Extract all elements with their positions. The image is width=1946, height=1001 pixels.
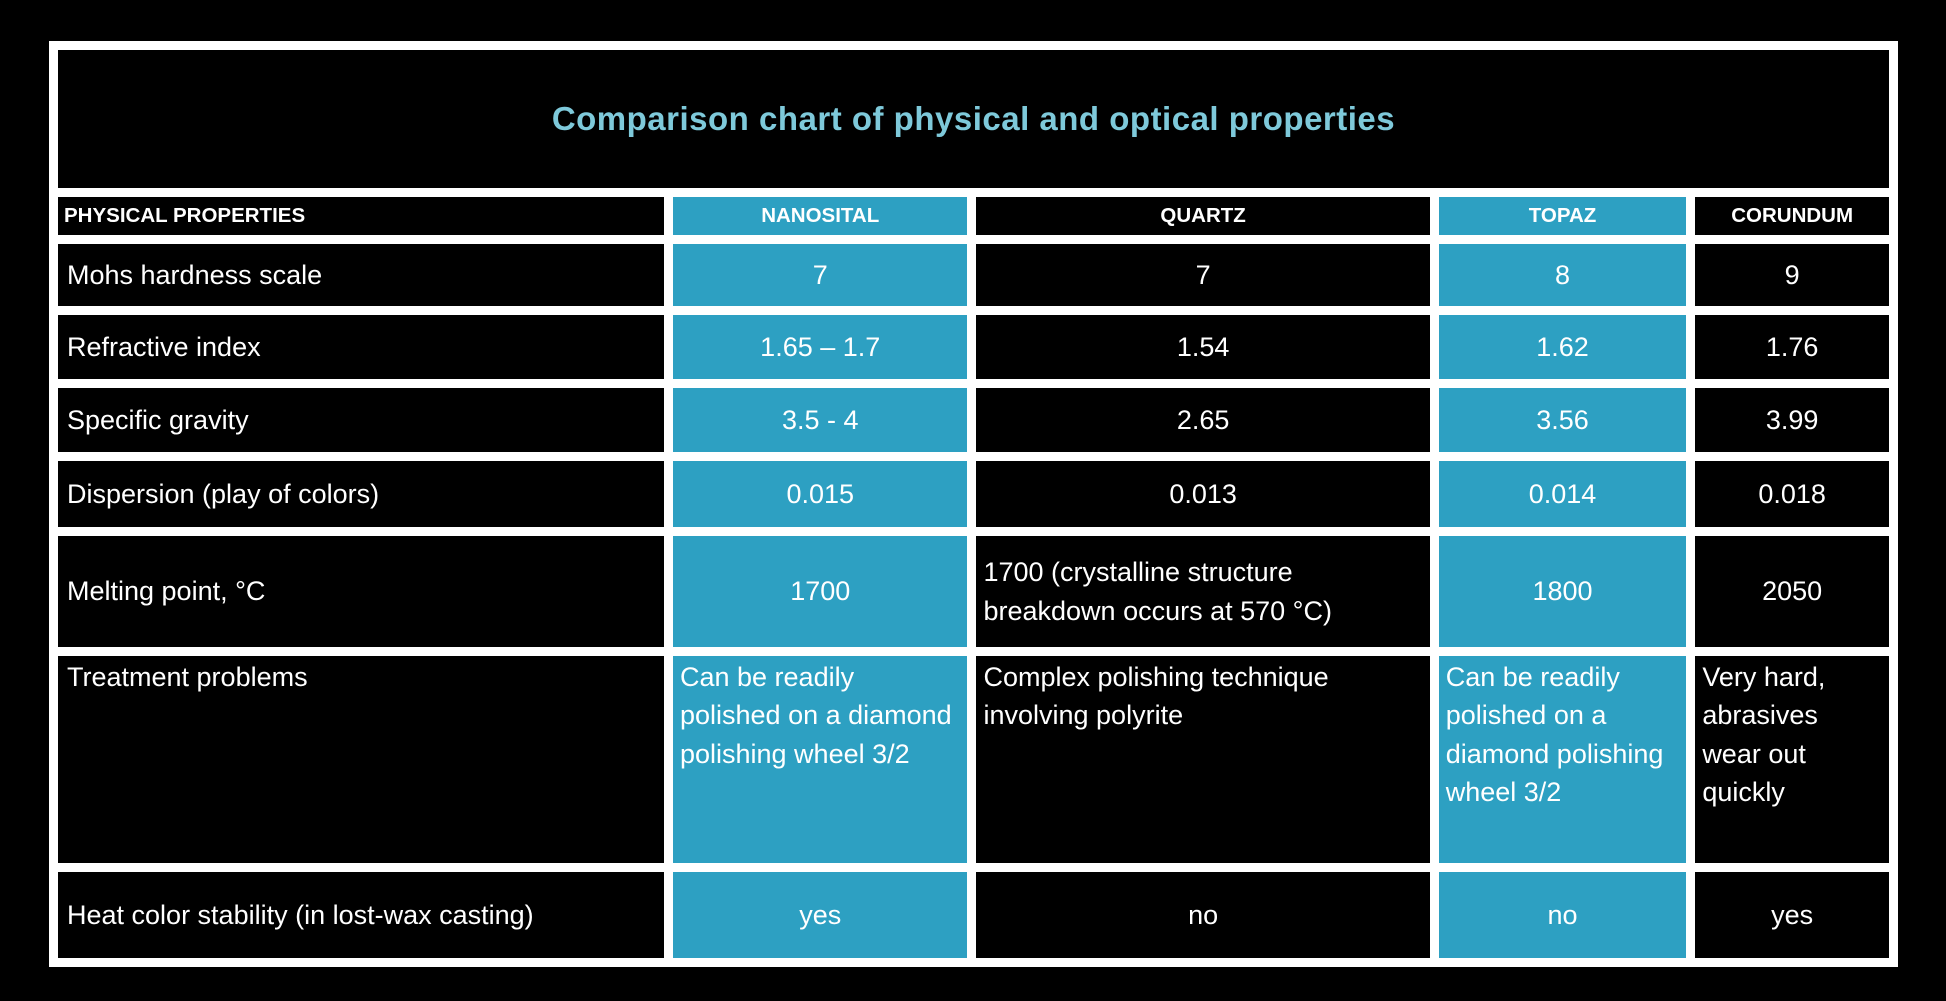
table-cell: 1700 (crystalline structure breakdown oc… [976, 536, 1430, 647]
table-cell: 0.015 [672, 461, 968, 527]
table-cell: 3.99 [1695, 388, 1889, 452]
row-label: Refractive index [58, 315, 664, 379]
column-header: TOPAZ [1438, 197, 1687, 235]
table-cell: 1.76 [1695, 315, 1889, 379]
table-cell: 1.54 [976, 315, 1430, 379]
row-label: Specific gravity [58, 388, 664, 452]
table-cell: Very hard, abrasives wear out quickly [1695, 656, 1889, 863]
row-label: Melting point, °C [58, 536, 664, 647]
table-cell: 0.013 [976, 461, 1430, 527]
table-cell: 2050 [1695, 536, 1889, 647]
table-cell: yes [672, 872, 968, 958]
table-cell: 0.014 [1438, 461, 1687, 527]
column-header: QUARTZ [976, 197, 1430, 235]
table-cell: 7 [672, 244, 968, 306]
table-cell: 3.56 [1438, 388, 1687, 452]
row-label: Dispersion (play of colors) [58, 461, 664, 527]
row-label: Mohs hardness scale [58, 244, 664, 306]
table-cell: 1800 [1438, 536, 1687, 647]
table-cell: 1.65 – 1.7 [672, 315, 968, 379]
table-cell: 0.018 [1695, 461, 1889, 527]
column-header: NANOSITAL [672, 197, 968, 235]
column-header: CORUNDUM [1695, 197, 1889, 235]
table-title: Comparison chart of physical and optical… [58, 50, 1889, 188]
table-cell: no [1438, 872, 1687, 958]
table-cell: 3.5 - 4 [672, 388, 968, 452]
table-cell: 1700 [672, 536, 968, 647]
table-cell: no [976, 872, 1430, 958]
table-cell: yes [1695, 872, 1889, 958]
table-cell: 8 [1438, 244, 1687, 306]
table-cell: 1.62 [1438, 315, 1687, 379]
table-cell: 2.65 [976, 388, 1430, 452]
column-header: PHYSICAL PROPERTIES [58, 197, 664, 235]
table-cell: 7 [976, 244, 1430, 306]
row-label: Heat color stability (in lost-wax castin… [58, 872, 664, 958]
comparison-table-sheet: Comparison chart of physical and optical… [49, 41, 1898, 967]
table-cell: Can be readily polished on a diamond pol… [1438, 656, 1687, 863]
table-cell: Can be readily polished on a diamond pol… [672, 656, 968, 863]
table-cell: 9 [1695, 244, 1889, 306]
row-label: Treatment problems [58, 656, 664, 863]
comparison-table: Comparison chart of physical and optical… [58, 50, 1889, 958]
table-cell: Complex polishing technique involving po… [976, 656, 1430, 863]
